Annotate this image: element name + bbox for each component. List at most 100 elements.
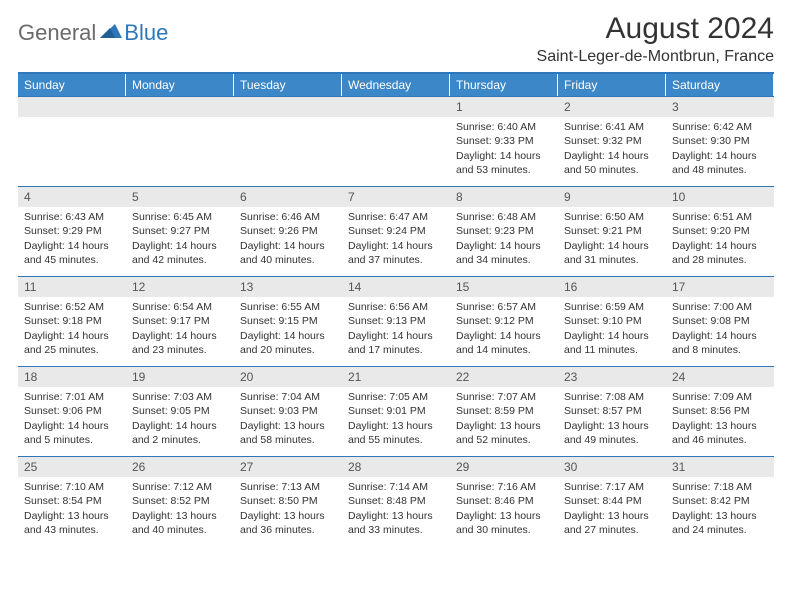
day-details: Sunrise: 7:13 AMSunset: 8:50 PMDaylight:… — [234, 477, 342, 541]
sunrise-line: Sunrise: 6:54 AM — [132, 300, 228, 314]
sunrise-line: Sunrise: 6:40 AM — [456, 120, 552, 134]
day-number — [18, 97, 126, 117]
sunset-line: Sunset: 9:03 PM — [240, 404, 336, 418]
day-details: Sunrise: 6:40 AMSunset: 9:33 PMDaylight:… — [450, 117, 558, 181]
day-details: Sunrise: 7:05 AMSunset: 9:01 PMDaylight:… — [342, 387, 450, 451]
sunset-line: Sunset: 9:06 PM — [24, 404, 120, 418]
day-details: Sunrise: 6:48 AMSunset: 9:23 PMDaylight:… — [450, 207, 558, 271]
day-number: 6 — [234, 187, 342, 207]
sunset-line: Sunset: 9:30 PM — [672, 134, 768, 148]
day-details: Sunrise: 6:51 AMSunset: 9:20 PMDaylight:… — [666, 207, 774, 271]
daylight-line: Daylight: 13 hours and 58 minutes. — [240, 419, 336, 447]
calendar-cell: 9Sunrise: 6:50 AMSunset: 9:21 PMDaylight… — [558, 186, 666, 276]
daylight-line: Daylight: 14 hours and 40 minutes. — [240, 239, 336, 267]
calendar-cell: 26Sunrise: 7:12 AMSunset: 8:52 PMDayligh… — [126, 456, 234, 546]
day-number: 13 — [234, 277, 342, 297]
daylight-line: Daylight: 14 hours and 17 minutes. — [348, 329, 444, 357]
daylight-line: Daylight: 14 hours and 31 minutes. — [564, 239, 660, 267]
calendar-cell: 2Sunrise: 6:41 AMSunset: 9:32 PMDaylight… — [558, 96, 666, 186]
weekday-header: Friday — [558, 74, 666, 96]
day-number: 19 — [126, 367, 234, 387]
day-details: Sunrise: 7:10 AMSunset: 8:54 PMDaylight:… — [18, 477, 126, 541]
calendar-cell: 5Sunrise: 6:45 AMSunset: 9:27 PMDaylight… — [126, 186, 234, 276]
calendar-cell: 12Sunrise: 6:54 AMSunset: 9:17 PMDayligh… — [126, 276, 234, 366]
day-number: 24 — [666, 367, 774, 387]
sunrise-line: Sunrise: 6:48 AM — [456, 210, 552, 224]
sunset-line: Sunset: 9:29 PM — [24, 224, 120, 238]
sunset-line: Sunset: 8:59 PM — [456, 404, 552, 418]
daylight-line: Daylight: 13 hours and 52 minutes. — [456, 419, 552, 447]
sunset-line: Sunset: 9:26 PM — [240, 224, 336, 238]
sunset-line: Sunset: 9:08 PM — [672, 314, 768, 328]
sunset-line: Sunset: 8:50 PM — [240, 494, 336, 508]
weekday-header: Tuesday — [234, 74, 342, 96]
day-number: 16 — [558, 277, 666, 297]
day-details: Sunrise: 6:56 AMSunset: 9:13 PMDaylight:… — [342, 297, 450, 361]
sunset-line: Sunset: 9:10 PM — [564, 314, 660, 328]
sunrise-line: Sunrise: 6:57 AM — [456, 300, 552, 314]
sunset-line: Sunset: 9:01 PM — [348, 404, 444, 418]
daylight-line: Daylight: 14 hours and 48 minutes. — [672, 149, 768, 177]
day-number: 8 — [450, 187, 558, 207]
calendar-cell: 16Sunrise: 6:59 AMSunset: 9:10 PMDayligh… — [558, 276, 666, 366]
page-title: August 2024 — [537, 12, 774, 46]
sunrise-line: Sunrise: 7:16 AM — [456, 480, 552, 494]
calendar-cell: 19Sunrise: 7:03 AMSunset: 9:05 PMDayligh… — [126, 366, 234, 456]
calendar-cell: 25Sunrise: 7:10 AMSunset: 8:54 PMDayligh… — [18, 456, 126, 546]
calendar-cell: 17Sunrise: 7:00 AMSunset: 9:08 PMDayligh… — [666, 276, 774, 366]
daylight-line: Daylight: 13 hours and 55 minutes. — [348, 419, 444, 447]
calendar-cell: 23Sunrise: 7:08 AMSunset: 8:57 PMDayligh… — [558, 366, 666, 456]
sunset-line: Sunset: 8:52 PM — [132, 494, 228, 508]
sunrise-line: Sunrise: 6:45 AM — [132, 210, 228, 224]
weekday-header: Thursday — [450, 74, 558, 96]
sunset-line: Sunset: 8:54 PM — [24, 494, 120, 508]
sunrise-line: Sunrise: 7:17 AM — [564, 480, 660, 494]
calendar-cell — [234, 96, 342, 186]
day-details: Sunrise: 7:16 AMSunset: 8:46 PMDaylight:… — [450, 477, 558, 541]
calendar-cell: 8Sunrise: 6:48 AMSunset: 9:23 PMDaylight… — [450, 186, 558, 276]
sunset-line: Sunset: 9:15 PM — [240, 314, 336, 328]
calendar-cell — [126, 96, 234, 186]
calendar-cell: 18Sunrise: 7:01 AMSunset: 9:06 PMDayligh… — [18, 366, 126, 456]
day-details: Sunrise: 6:55 AMSunset: 9:15 PMDaylight:… — [234, 297, 342, 361]
sunrise-line: Sunrise: 7:00 AM — [672, 300, 768, 314]
daylight-line: Daylight: 13 hours and 24 minutes. — [672, 509, 768, 537]
sunrise-line: Sunrise: 6:51 AM — [672, 210, 768, 224]
calendar-cell: 10Sunrise: 6:51 AMSunset: 9:20 PMDayligh… — [666, 186, 774, 276]
day-number: 14 — [342, 277, 450, 297]
daylight-line: Daylight: 14 hours and 5 minutes. — [24, 419, 120, 447]
daylight-line: Daylight: 14 hours and 23 minutes. — [132, 329, 228, 357]
sunrise-line: Sunrise: 7:12 AM — [132, 480, 228, 494]
day-number: 31 — [666, 457, 774, 477]
daylight-line: Daylight: 14 hours and 11 minutes. — [564, 329, 660, 357]
sunrise-line: Sunrise: 7:08 AM — [564, 390, 660, 404]
day-number: 22 — [450, 367, 558, 387]
sunset-line: Sunset: 9:23 PM — [456, 224, 552, 238]
day-details: Sunrise: 7:18 AMSunset: 8:42 PMDaylight:… — [666, 477, 774, 541]
sunset-line: Sunset: 8:44 PM — [564, 494, 660, 508]
daylight-line: Daylight: 14 hours and 20 minutes. — [240, 329, 336, 357]
sunset-line: Sunset: 9:05 PM — [132, 404, 228, 418]
day-number: 15 — [450, 277, 558, 297]
day-number: 29 — [450, 457, 558, 477]
sunrise-line: Sunrise: 6:56 AM — [348, 300, 444, 314]
calendar-grid: SundayMondayTuesdayWednesdayThursdayFrid… — [18, 72, 774, 546]
calendar-cell: 27Sunrise: 7:13 AMSunset: 8:50 PMDayligh… — [234, 456, 342, 546]
day-details: Sunrise: 6:59 AMSunset: 9:10 PMDaylight:… — [558, 297, 666, 361]
day-details: Sunrise: 7:17 AMSunset: 8:44 PMDaylight:… — [558, 477, 666, 541]
sunrise-line: Sunrise: 7:07 AM — [456, 390, 552, 404]
day-details: Sunrise: 7:09 AMSunset: 8:56 PMDaylight:… — [666, 387, 774, 451]
day-details: Sunrise: 6:47 AMSunset: 9:24 PMDaylight:… — [342, 207, 450, 271]
day-number: 4 — [18, 187, 126, 207]
day-details: Sunrise: 7:04 AMSunset: 9:03 PMDaylight:… — [234, 387, 342, 451]
calendar-cell: 31Sunrise: 7:18 AMSunset: 8:42 PMDayligh… — [666, 456, 774, 546]
daylight-line: Daylight: 14 hours and 2 minutes. — [132, 419, 228, 447]
daylight-line: Daylight: 13 hours and 40 minutes. — [132, 509, 228, 537]
day-number: 27 — [234, 457, 342, 477]
calendar-cell: 6Sunrise: 6:46 AMSunset: 9:26 PMDaylight… — [234, 186, 342, 276]
sunset-line: Sunset: 9:12 PM — [456, 314, 552, 328]
brand-blue: Blue — [124, 20, 168, 46]
daylight-line: Daylight: 13 hours and 49 minutes. — [564, 419, 660, 447]
calendar-cell: 21Sunrise: 7:05 AMSunset: 9:01 PMDayligh… — [342, 366, 450, 456]
daylight-line: Daylight: 14 hours and 28 minutes. — [672, 239, 768, 267]
